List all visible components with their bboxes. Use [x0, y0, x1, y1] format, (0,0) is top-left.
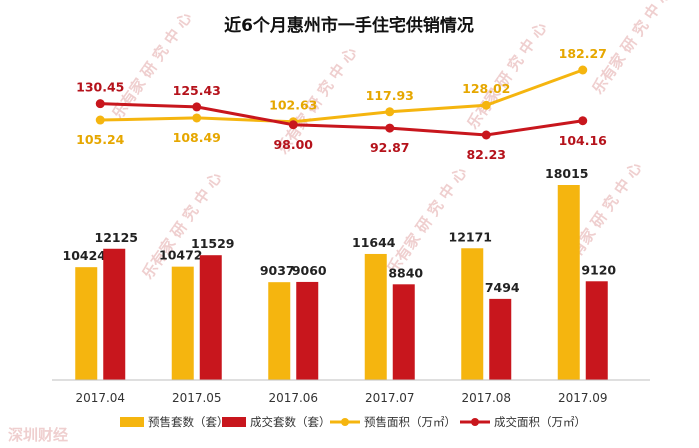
sold-units-bar	[585, 281, 608, 380]
line-value-label: 105.24	[76, 132, 125, 147]
bar-value-label: 10424	[63, 248, 107, 263]
sold-area-point	[578, 116, 588, 126]
presale-area-point	[578, 65, 588, 75]
sold-area-point	[288, 120, 298, 130]
legend-label: 成交套数（套）	[250, 415, 331, 429]
line-value-label: 98.00	[273, 137, 313, 152]
legend: 预售套数（套） 成交套数（套） 预售面积（万㎡） 成交面积（万㎡）	[120, 415, 586, 429]
line-value-label: 92.87	[370, 140, 410, 155]
bar-value-label: 7494	[485, 280, 520, 295]
line-value-label: 128.02	[462, 81, 510, 96]
legend-label: 预售套数（套）	[148, 415, 229, 429]
x-tick-label: 2017.07	[365, 391, 415, 405]
bar-value-label: 18015	[545, 166, 589, 181]
presale-units-bar	[268, 282, 291, 380]
bar-layer: 10424 10472 9037 11644 12171 18015 12125 11529 9…	[63, 166, 616, 380]
bar-value-label: 9060	[292, 263, 327, 278]
legend-label: 预售面积（万㎡）	[364, 415, 456, 429]
presale-units-bar	[75, 267, 98, 380]
watermark-text: 乐有家 研 究 中 心	[384, 164, 471, 277]
x-tick-layer: 2017.04 2017.05 2017.06 2017.07 2017.08 2017.…	[75, 391, 607, 405]
legend-swatch	[120, 417, 144, 427]
bar-value-label: 11644	[352, 235, 396, 250]
sold-units-bar	[199, 255, 222, 380]
line-value-label: 102.63	[269, 98, 317, 113]
x-tick-label: 2017.04	[75, 391, 125, 405]
presale-units-bar	[171, 266, 194, 380]
presale-area-point	[481, 100, 491, 110]
bar-value-label: 12171	[449, 229, 493, 244]
watermark-text: 乐有家 研 究 中 心	[464, 19, 551, 132]
bar-value-label: 12125	[95, 230, 139, 245]
presale-units-bar	[461, 248, 484, 380]
line-value-label: 104.16	[559, 133, 608, 148]
legend-swatch-marker	[471, 418, 479, 426]
legend-label: 成交面积（万㎡）	[494, 415, 586, 429]
legend-swatch	[222, 417, 246, 427]
sold-units-bar	[103, 248, 126, 380]
presale-area-point	[95, 115, 105, 125]
sold-units-bar	[489, 298, 512, 380]
line-value-label: 130.45	[76, 80, 124, 95]
sold-area-point	[385, 123, 395, 133]
x-tick-label: 2017.08	[461, 391, 511, 405]
line-value-label: 108.49	[173, 130, 221, 145]
bar-value-label: 9120	[581, 262, 616, 277]
presale-units-bar	[364, 253, 387, 380]
sold-units-bar	[392, 284, 415, 380]
bar-value-label: 11529	[191, 236, 235, 251]
line-value-label: 125.43	[173, 83, 221, 98]
chart-title: 近6个月惠州市一手住宅供销情况	[224, 15, 474, 36]
presale-units-bar	[557, 185, 580, 380]
sold-area-line	[100, 102, 583, 137]
line-value-label: 117.93	[366, 88, 414, 103]
presale-area-line	[100, 68, 584, 124]
x-tick-label: 2017.05	[172, 391, 222, 405]
line-value-label: 182.27	[559, 46, 607, 61]
line-layer: 105.24 108.49 102.63 117.93 128.02 182.27 130.…	[76, 46, 607, 162]
x-tick-label: 2017.09	[558, 391, 608, 405]
legend-swatch-marker	[341, 418, 349, 426]
bar-value-label: 8840	[388, 265, 423, 280]
bar-value-label: 9037	[260, 263, 295, 278]
line-value-label: 82.23	[466, 147, 506, 162]
presale-area-point	[385, 107, 395, 117]
bar-value-label: 10472	[159, 248, 203, 263]
watermark-corner: 深圳财经	[8, 426, 68, 444]
presale-area-point	[192, 113, 202, 123]
sold-area-point	[95, 99, 105, 109]
sold-units-bar	[296, 281, 319, 380]
sold-area-point	[481, 130, 491, 140]
sold-area-point	[192, 102, 202, 112]
x-tick-label: 2017.06	[268, 391, 318, 405]
